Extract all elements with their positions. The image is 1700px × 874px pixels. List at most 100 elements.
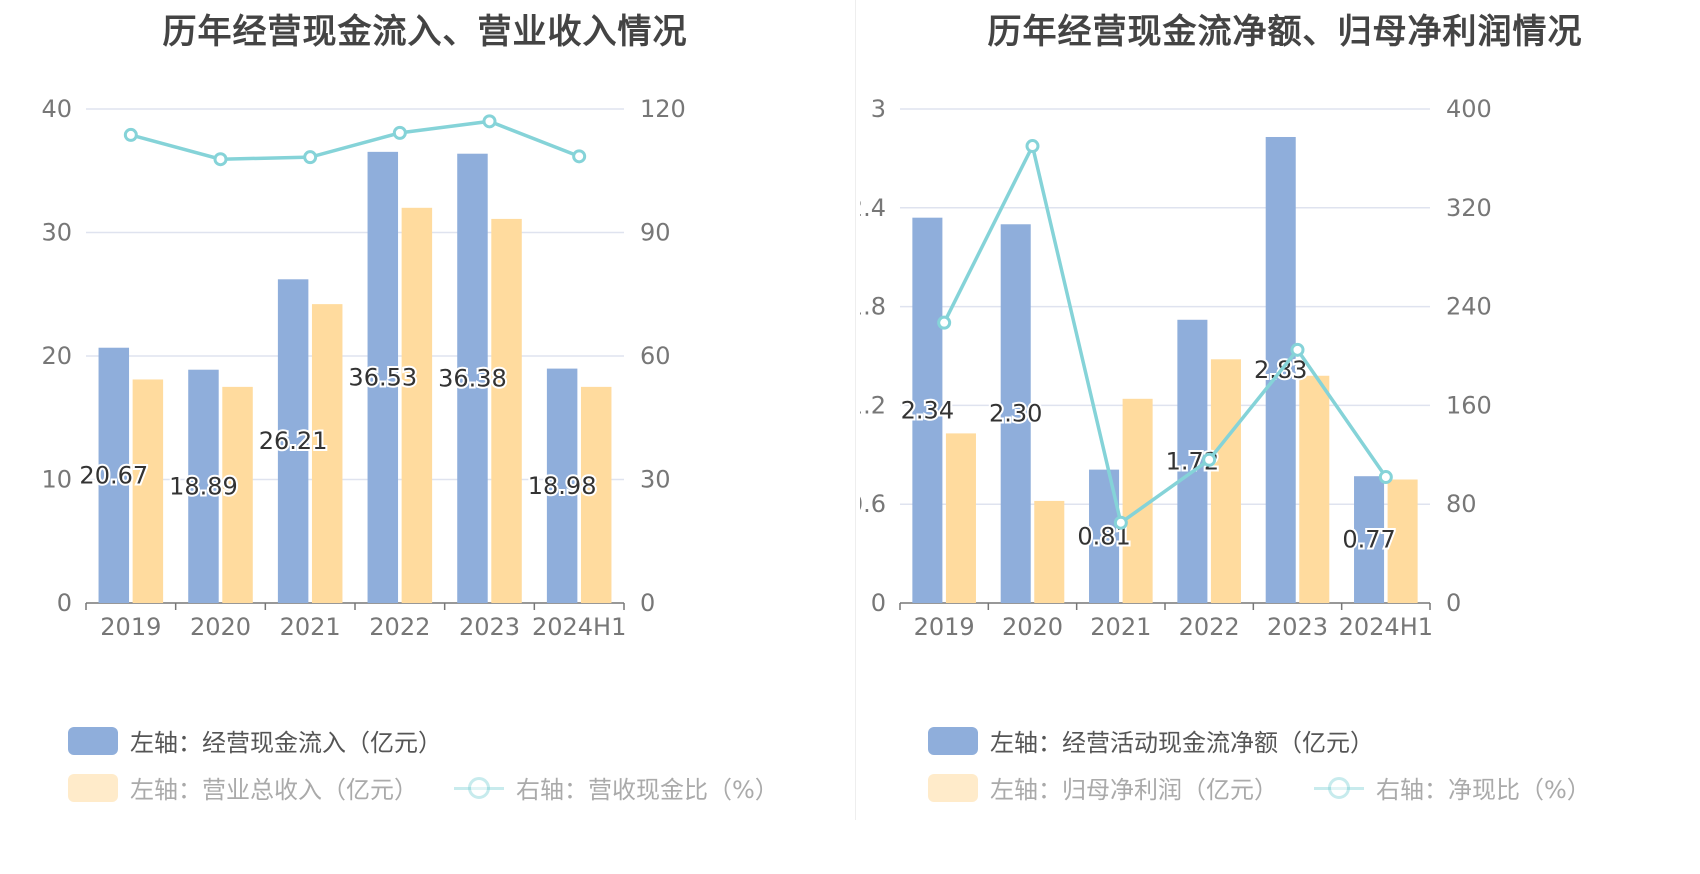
ratio-point: [1378, 470, 1393, 485]
bar-data-label: 20.67: [79, 461, 148, 489]
ratio-point: [482, 114, 497, 129]
x-axis-tick-label: 2019: [914, 613, 975, 641]
bar-orange: [580, 386, 612, 603]
bar-orange: [1122, 398, 1153, 603]
bar-orange: [1299, 375, 1330, 603]
left-chart-title: 历年经营现金流入、营业收入情况: [162, 12, 688, 52]
left-axis-tick: 3: [871, 95, 886, 123]
right-axis-tick: 320: [1446, 194, 1492, 222]
legend-row-2: 左轴：归母净利润（亿元） 右轴：净现比（%）: [928, 770, 1627, 805]
bar-data-label: 26.21: [259, 427, 328, 455]
bar-orange: [222, 386, 253, 603]
ratio-line: [130, 119, 580, 161]
legend-line-marker-icon: [454, 774, 504, 802]
left-axis-tick: 30: [41, 219, 72, 247]
bar-orange: [491, 218, 522, 604]
right-chart-panel: 历年经营现金流净额、归母净利润情况 0 0.6 1.2 1.8 2.4 3 0 80 160 24…: [860, 0, 1700, 874]
bar-data-label: 0.77: [1342, 526, 1395, 554]
bar-orange: [401, 207, 433, 604]
ratio-point: [1113, 515, 1128, 530]
left-axis-tick: 40: [41, 95, 72, 123]
x-axis-tick-label: 2023: [459, 613, 520, 641]
legend-label: 左轴：经营现金流入（亿元）: [130, 729, 442, 757]
right-chart-svg: 0 0.6 1.2 1.8 2.4 3 0 80 160 240 320 400 2019 2020 202…: [860, 95, 1492, 641]
x-axis-tick-label: 2021: [1090, 613, 1151, 641]
left-axis-tick: 1.8: [860, 293, 886, 321]
bar-orange: [1387, 479, 1418, 603]
x-axis-tick-label: 2024H1: [1339, 613, 1433, 641]
left-axis-tick: 1.2: [860, 391, 886, 419]
right-axis-tick: 0: [640, 589, 655, 617]
panel-divider: [855, 0, 856, 820]
bar-data-label: 18.98: [528, 472, 597, 500]
right-chart-title: 历年经营现金流净额、归母净利润情况: [987, 12, 1583, 52]
bar-orange: [1210, 359, 1241, 603]
x-axis-tick-label: 2021: [280, 613, 341, 641]
bar-blue: [457, 153, 488, 603]
ratio-point: [392, 125, 407, 140]
left-axis-tick: 10: [41, 466, 72, 494]
left-chart-svg: 0 10 20 30 40 0 30 60 90 120 2019 2020 2021 2022 2023 2…: [41, 95, 686, 641]
bar-blue: [98, 347, 130, 603]
bar-blue: [1354, 476, 1385, 603]
left-axis-tick: 2.4: [860, 194, 886, 222]
legend-item-net-cash-ratio[interactable]: 右轴：净现比（%）: [1314, 770, 1591, 805]
right-axis-tick: 120: [640, 95, 686, 123]
bar-orange: [1034, 500, 1065, 603]
legend-label: 左轴：经营活动现金流净额（亿元）: [990, 729, 1374, 757]
x-axis-tick-label: 2023: [1267, 613, 1328, 641]
bar-data-label: 2.30: [989, 400, 1042, 428]
ratio-point: [1025, 139, 1040, 154]
x-axis-tick-label: 2020: [1002, 613, 1063, 641]
bar-data-label: 0.81: [1077, 522, 1130, 550]
right-axis-tick: 30: [640, 466, 671, 494]
left-axis-tick: 0.6: [860, 490, 886, 518]
legend-swatch-blue: [928, 726, 978, 755]
right-axis-tick: 400: [1446, 95, 1492, 123]
bar-data-label: 36.53: [348, 363, 417, 391]
legend-row-1: 左轴：经营现金流入（亿元）: [68, 723, 478, 758]
left-axis-tick: 0: [57, 589, 72, 617]
ratio-point: [1290, 342, 1305, 357]
bar-blue: [188, 369, 219, 603]
legend-item-net-profit[interactable]: 左轴：归母净利润（亿元）: [928, 770, 1278, 805]
legend-label: 左轴：归母净利润（亿元）: [990, 776, 1278, 804]
legend-swatch-blue: [68, 726, 118, 755]
legend-item-cash-inflow[interactable]: 左轴：经营现金流入（亿元）: [68, 723, 442, 758]
ratio-point: [123, 127, 138, 142]
bar-data-label: 2.34: [901, 396, 954, 424]
right-axis-tick: 160: [1446, 391, 1492, 419]
legend-row-1: 左轴：经营活动现金流净额（亿元）: [928, 723, 1410, 758]
bar-orange: [945, 433, 976, 603]
legend-swatch-orange: [68, 773, 118, 802]
legend-item-net-cash[interactable]: 左轴：经营活动现金流净额（亿元）: [928, 723, 1374, 758]
ratio-point: [937, 315, 952, 330]
left-chart-panel: 历年经营现金流入、营业收入情况 0 10 20 30 40 0 30 60 90 120 2019 2…: [41, 12, 815, 805]
bar-orange: [132, 379, 164, 603]
legend-label: 右轴：营收现金比（%）: [516, 776, 779, 804]
bar-blue: [912, 217, 943, 603]
x-axis-tick-label: 2019: [100, 613, 161, 641]
legend-item-revenue[interactable]: 左轴：营业总收入（亿元）: [68, 770, 418, 805]
x-axis-tick-label: 2020: [190, 613, 251, 641]
legend-line-marker-icon: [1314, 774, 1364, 802]
left-axis-tick: 20: [41, 342, 72, 370]
legend-row-2: 左轴：营业总收入（亿元） 右轴：营收现金比（%）: [68, 770, 815, 805]
legend-swatch-orange: [928, 773, 978, 802]
bar-blue: [546, 368, 578, 603]
right-axis-tick: 90: [640, 219, 671, 247]
right-axis-tick: 240: [1446, 293, 1492, 321]
x-axis-tick-label: 2024H1: [532, 613, 626, 641]
legend-label: 右轴：净现比（%）: [1376, 776, 1591, 804]
bar-blue: [1000, 224, 1031, 603]
bar-orange: [311, 304, 343, 603]
ratio-line: [942, 140, 1388, 526]
legend-label: 左轴：营业总收入（亿元）: [130, 776, 418, 804]
right-axis-tick: 60: [640, 342, 671, 370]
right-axis-tick: 0: [1446, 589, 1461, 617]
ratio-point: [572, 149, 587, 164]
left-axis-tick: 0: [871, 589, 886, 617]
bar-data-label: 36.38: [438, 364, 507, 392]
legend-item-ratio[interactable]: 右轴：营收现金比（%）: [454, 770, 779, 805]
ratio-point: [213, 152, 228, 167]
